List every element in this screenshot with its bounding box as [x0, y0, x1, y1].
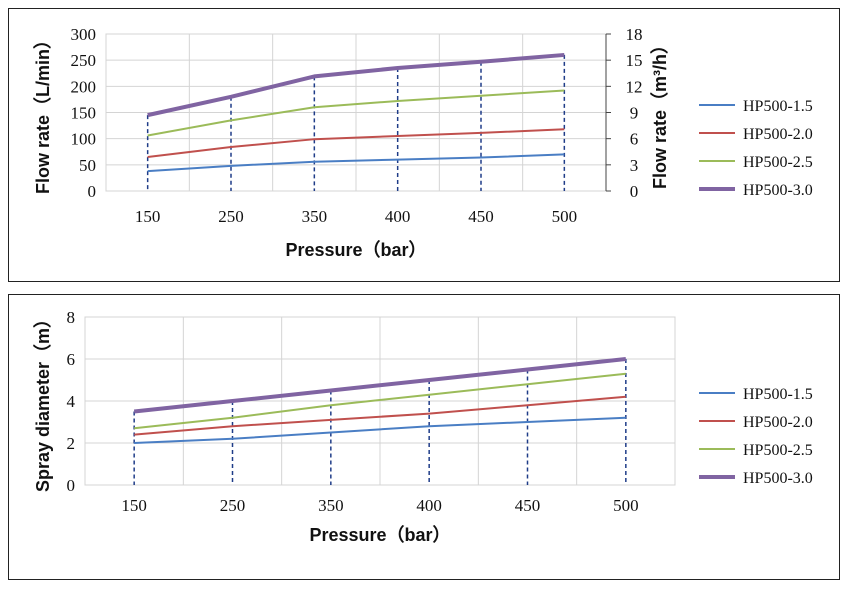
y-right-tick-label: 3 [630, 156, 639, 175]
y-right-tick-label: 0 [630, 182, 639, 201]
x-tick-label: 500 [552, 207, 578, 226]
x-tick-label: 150 [135, 207, 161, 226]
y-tick-label: 200 [71, 77, 97, 96]
x-tick-label: 450 [515, 496, 541, 515]
y-right-tick-label: 9 [630, 104, 639, 123]
flow-rate-chart-panel: 0 50 100 150 200 250 300 0 3 6 9 12 15 18 Flow rate（m³… [8, 8, 840, 282]
y-right-tick-label: 18 [626, 25, 643, 44]
series-line [134, 372, 626, 430]
legend-label: HP500-3.0 [743, 182, 813, 199]
series-line [134, 395, 626, 436]
x-tick-label: 500 [613, 496, 639, 515]
y-tick-label: 6 [67, 350, 76, 369]
x-tick-label: 400 [416, 496, 442, 515]
legend-label: HP500-2.0 [743, 126, 813, 143]
y-right-tick-label: 12 [626, 77, 643, 96]
series-line [147, 52, 565, 118]
x-tick-label: 150 [121, 496, 147, 515]
y-right-tick-label: 6 [630, 130, 639, 149]
series-line [133, 357, 627, 414]
y-tick-label: 50 [79, 156, 96, 175]
y-axis-label-right: Flow rate（m³/h） [650, 36, 670, 189]
x-axis-label: Pressure（bar） [309, 525, 450, 545]
spray-diameter-chart: 0 2 4 6 8 150 250 350 400 450 500 Pressure（bar） Spra… [33, 308, 813, 545]
y-tick-label: 300 [71, 25, 97, 44]
legend-label: HP500-2.0 [743, 414, 813, 431]
y-tick-label: 0 [88, 182, 97, 201]
y-axis-label: Spray diameter（m） [33, 310, 53, 492]
y-tick-label: 100 [71, 130, 97, 149]
y-tick-label: 8 [67, 308, 76, 327]
flow-rate-chart: 0 50 100 150 200 250 300 0 3 6 9 12 15 18 Flow rate（m³… [33, 25, 813, 260]
y-right-tick-label: 15 [626, 51, 643, 70]
y-tick-label: 0 [67, 476, 76, 495]
y-tick-label: 2 [67, 434, 76, 453]
x-tick-label: 250 [218, 207, 244, 226]
series-line [147, 89, 565, 137]
legend-label: HP500-2.5 [743, 442, 813, 459]
x-tick-label: 350 [302, 207, 328, 226]
spray-diameter-chart-panel: 0 2 4 6 8 150 250 350 400 450 500 Pressure（bar） Spra… [8, 294, 840, 580]
legend-label: HP500-1.5 [743, 386, 813, 403]
y-tick-label: 150 [71, 104, 97, 123]
y-axis-label: Flow rate（L/min） [33, 31, 53, 194]
y-tick-label: 250 [71, 51, 97, 70]
x-tick-label: 350 [318, 496, 344, 515]
legend-label: HP500-3.0 [743, 470, 813, 487]
series-line [147, 128, 565, 158]
y-tick-label: 4 [67, 392, 76, 411]
legend-label: HP500-1.5 [743, 98, 813, 115]
x-tick-label: 250 [220, 496, 246, 515]
series-line [134, 416, 626, 444]
x-tick-label: 400 [385, 207, 411, 226]
x-axis-label: Pressure（bar） [285, 240, 426, 260]
series-line [147, 153, 565, 173]
legend-label: HP500-2.5 [743, 154, 813, 171]
x-tick-label: 450 [468, 207, 494, 226]
